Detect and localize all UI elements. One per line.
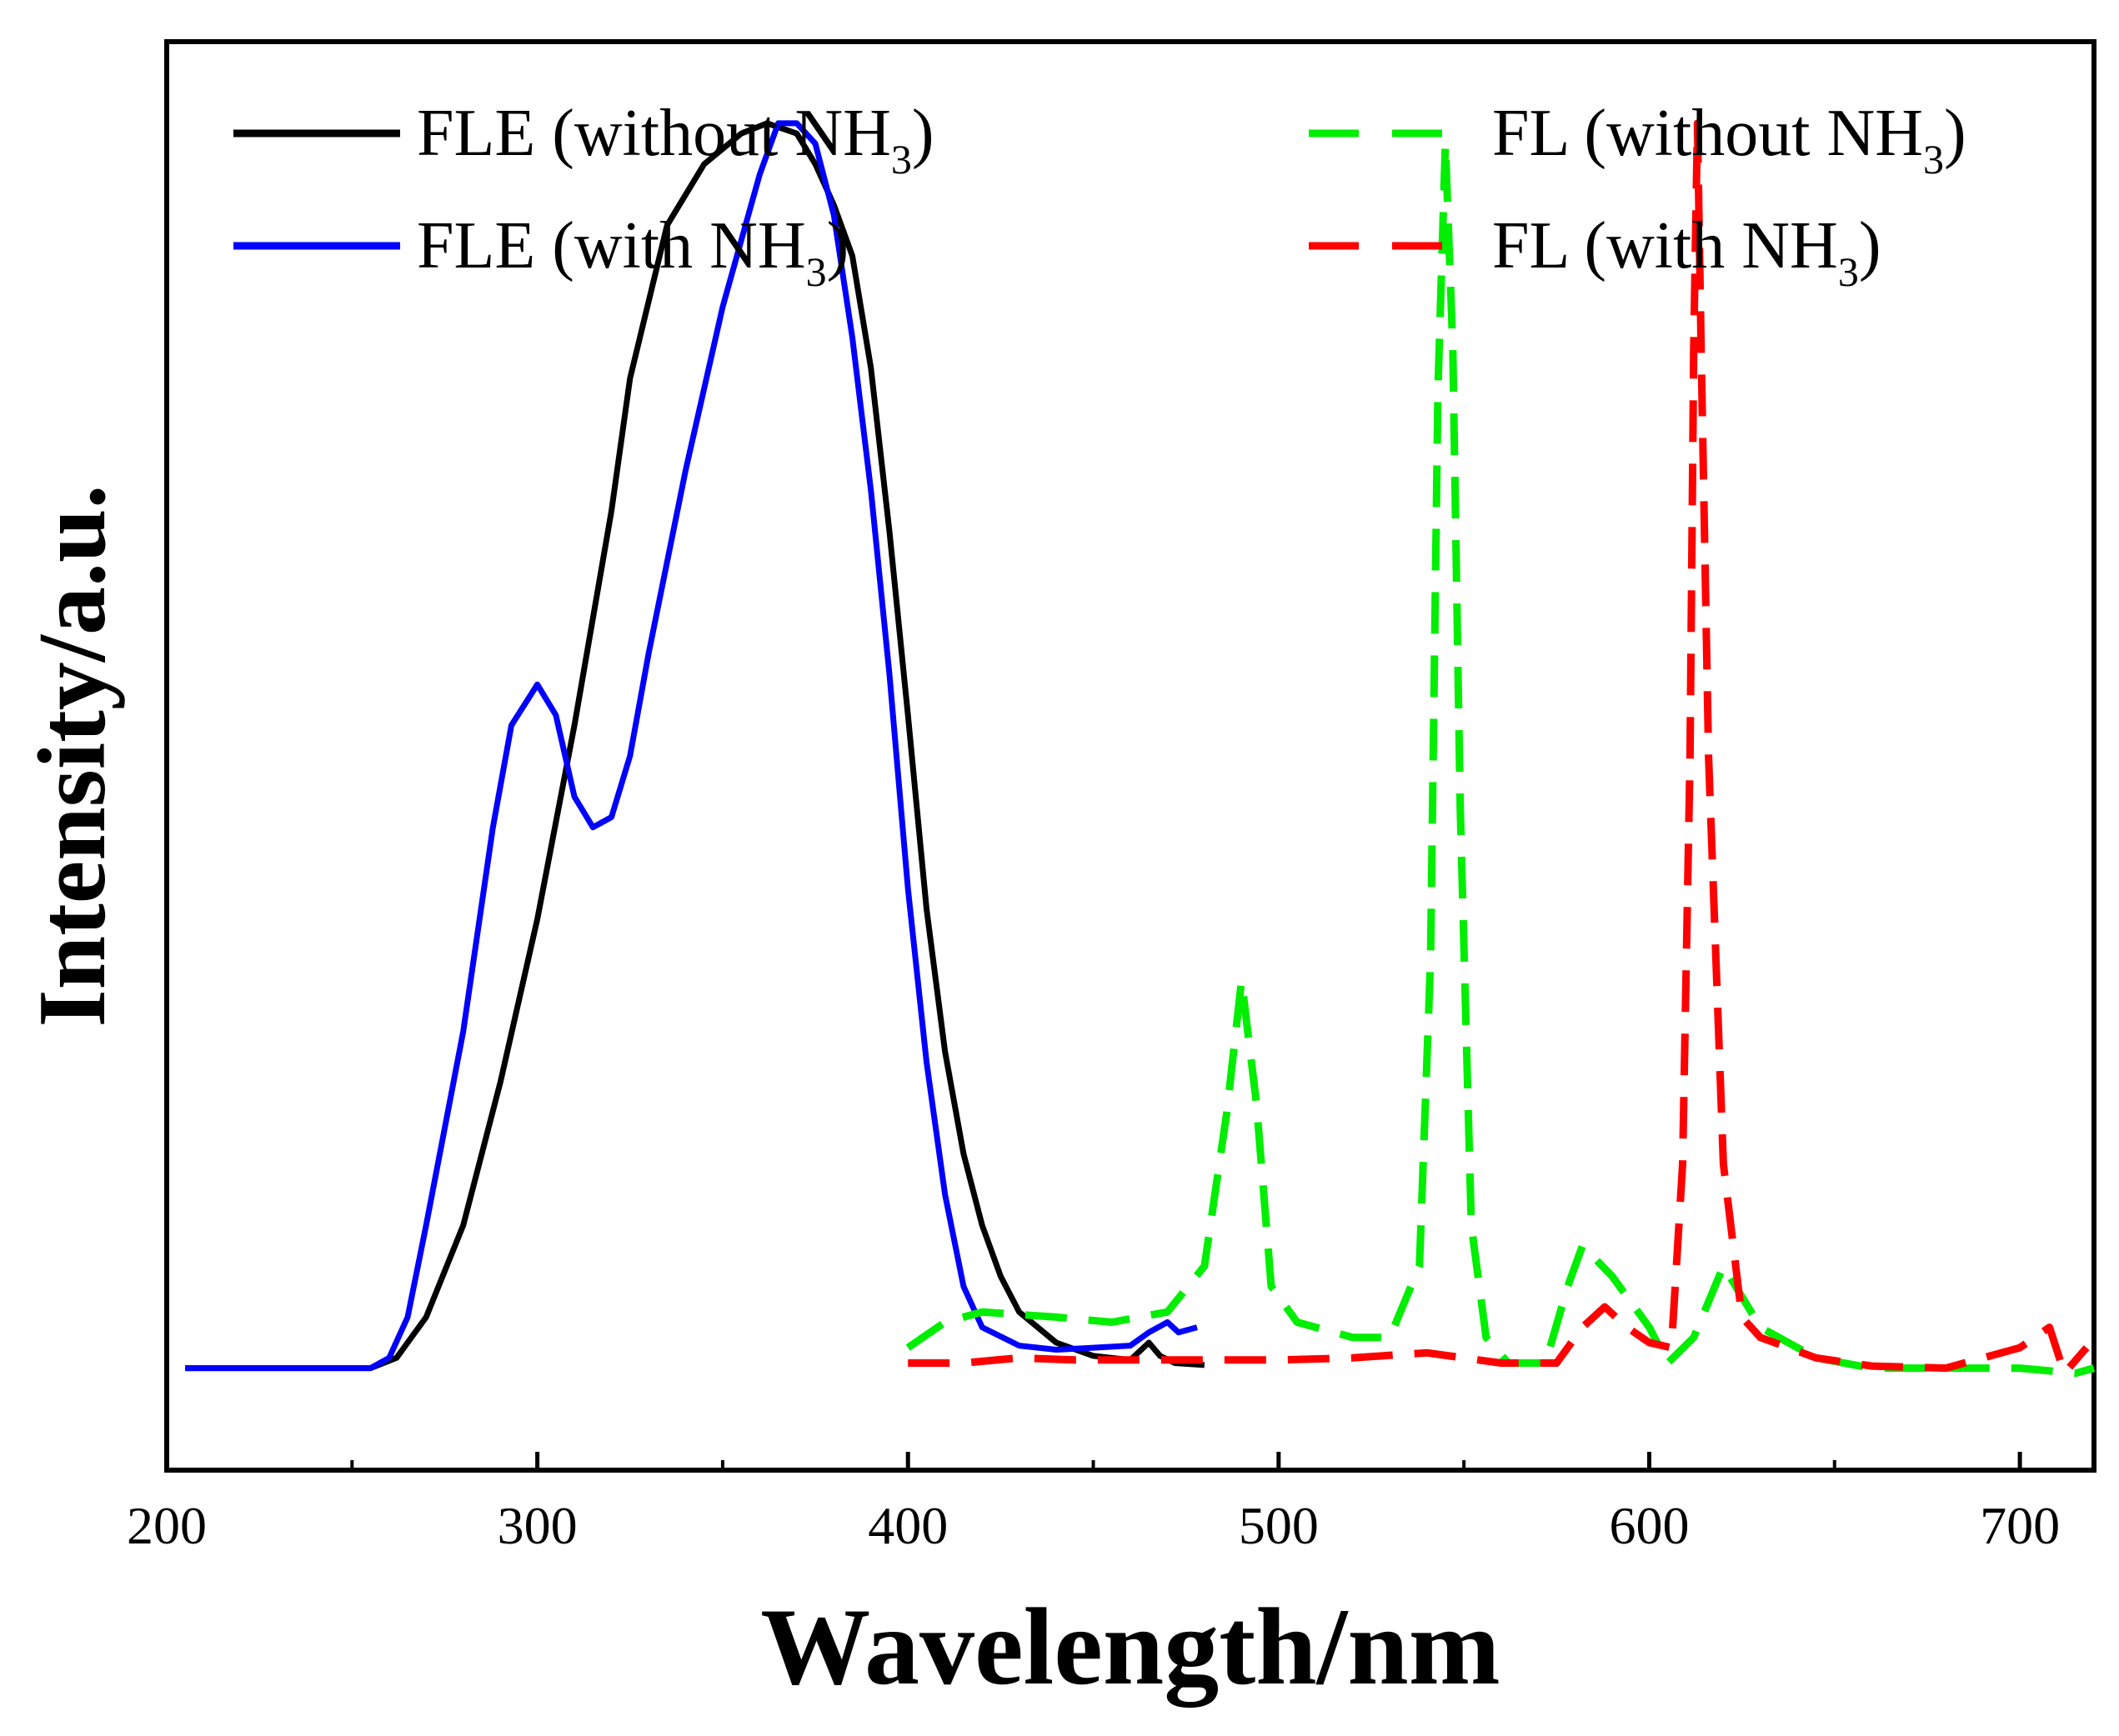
- series-line-2: [185, 120, 1198, 1372]
- x-tick-label: 500: [1239, 1496, 1319, 1555]
- series-line-3: [905, 139, 2096, 1378]
- x-tick-label: 600: [1609, 1496, 1689, 1555]
- series-layer: [185, 119, 2096, 1378]
- legend-label-3: FL (without NH3): [1492, 97, 1966, 183]
- x-axis-title: Wavelength/nm: [760, 1585, 1500, 1708]
- x-tick-label: 300: [498, 1496, 578, 1555]
- x-axis-ticks: 200 300 400 500 600 700: [127, 1452, 2060, 1555]
- legend-label-2: FLE (with NH3): [417, 209, 849, 295]
- plot-frame: [164, 39, 2096, 1473]
- series-line-4: [908, 119, 2090, 1378]
- x-tick-label: 200: [127, 1496, 207, 1555]
- legend: FLE (without NH3) FLE (with NH3) FL (witho…: [233, 97, 1966, 295]
- series-line-1: [185, 120, 1205, 1372]
- x-tick-label: 400: [868, 1496, 948, 1555]
- legend-label-1: FLE (without NH3): [417, 97, 934, 183]
- x-tick-label: 700: [1980, 1496, 2060, 1555]
- y-axis-title: Intensity/a.u.: [19, 484, 126, 1027]
- legend-label-4: FL (with NH3): [1492, 209, 1881, 295]
